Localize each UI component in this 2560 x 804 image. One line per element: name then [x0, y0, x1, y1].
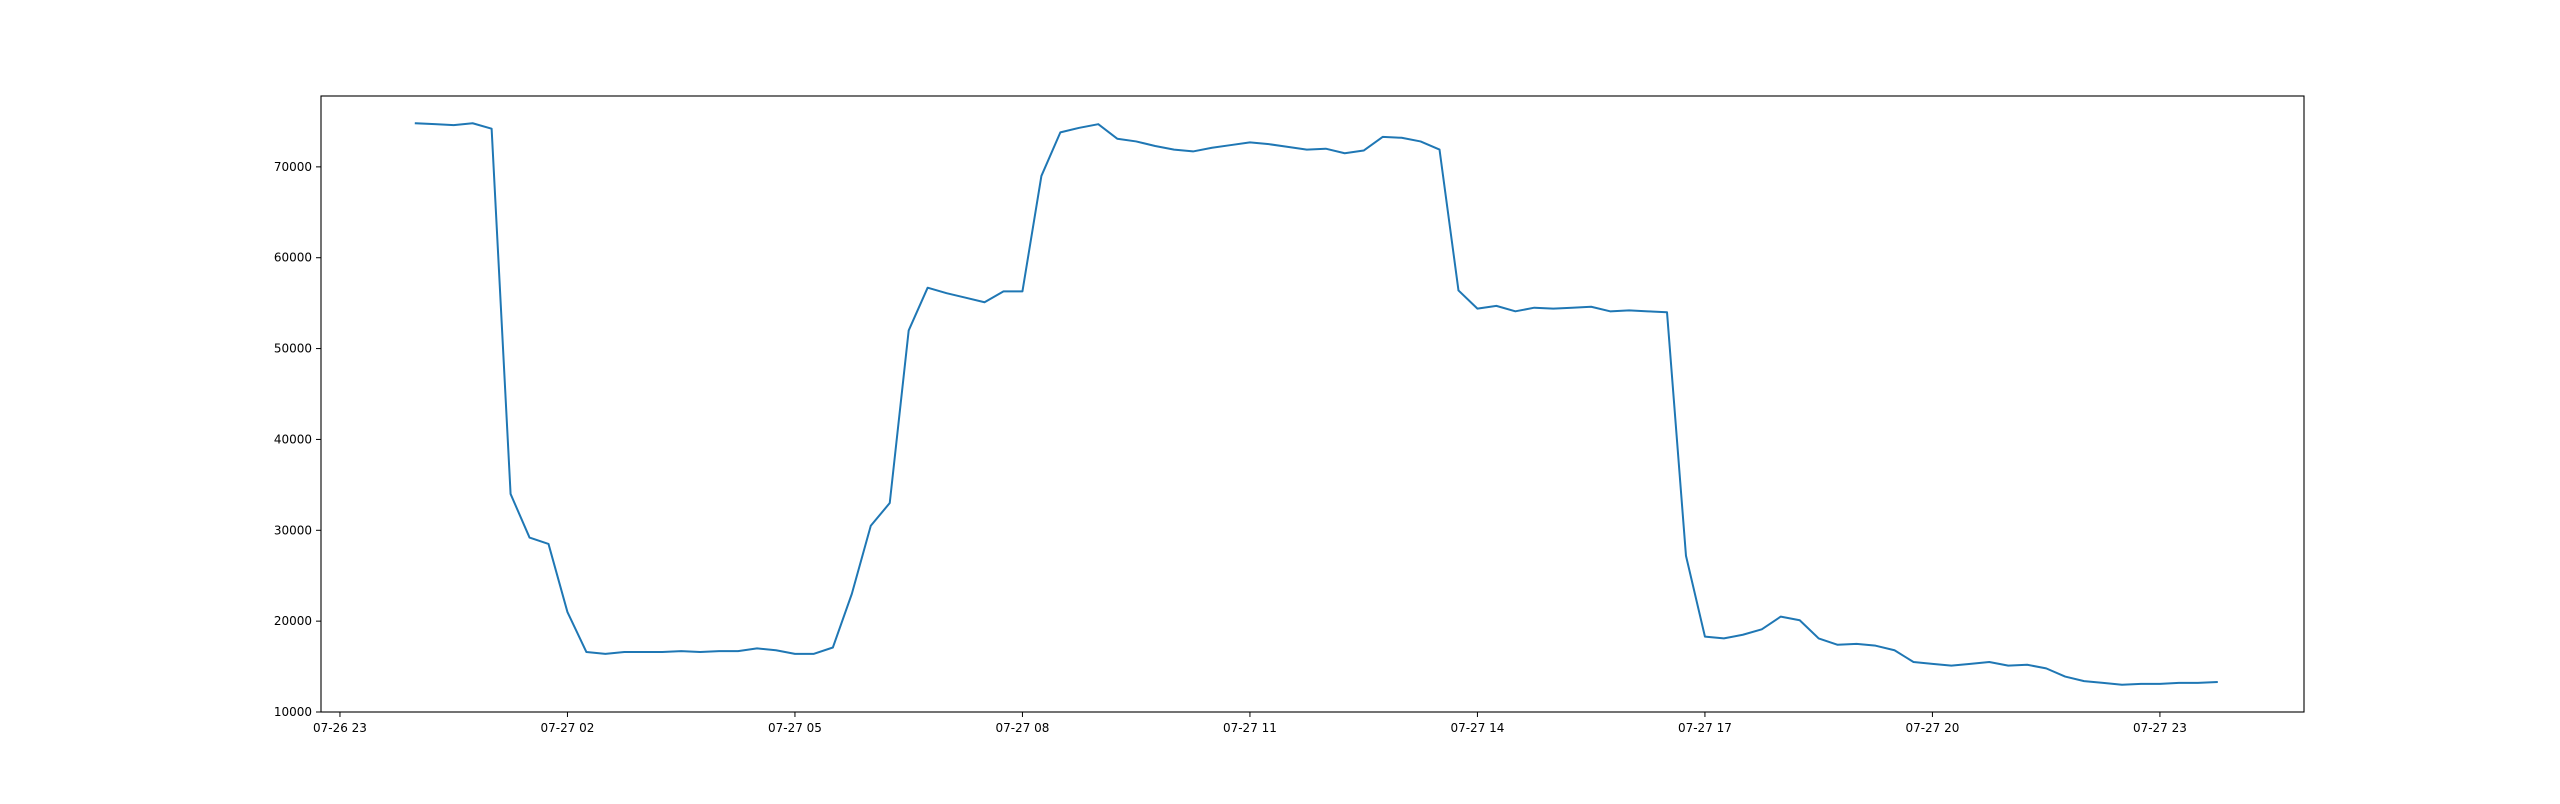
x-tick-label: 07-27 11: [1223, 721, 1277, 735]
axes: 07-26 23 07-27 02 07-27 05 07-27 08 07-27 11…: [274, 95, 2305, 735]
x-tick-label: 07-26 23: [313, 721, 367, 735]
y-tick-label: 70000: [274, 160, 312, 174]
y-tick-label: 50000: [274, 342, 312, 356]
y-tick-label: 40000: [274, 432, 312, 446]
x-tick-label: 07-27 08: [995, 721, 1049, 735]
x-tick-label: 07-27 23: [2133, 721, 2187, 735]
x-tick-label: 07-27 05: [768, 721, 822, 735]
x-tick-label: 07-27 20: [1905, 721, 1959, 735]
axes-frame: [320, 95, 2305, 713]
y-tick-label: 60000: [274, 251, 312, 265]
y-tick-label: 10000: [274, 705, 312, 719]
series-line-0: [414, 122, 2218, 686]
x-tick-label: 07-27 17: [1678, 721, 1732, 735]
plot-area: [414, 122, 2218, 686]
y-tick-label: 30000: [274, 523, 312, 537]
x-tick-label: 07-27 02: [540, 721, 594, 735]
y-tick-label: 20000: [274, 614, 312, 628]
x-tick-label: 07-27 14: [1450, 721, 1504, 735]
